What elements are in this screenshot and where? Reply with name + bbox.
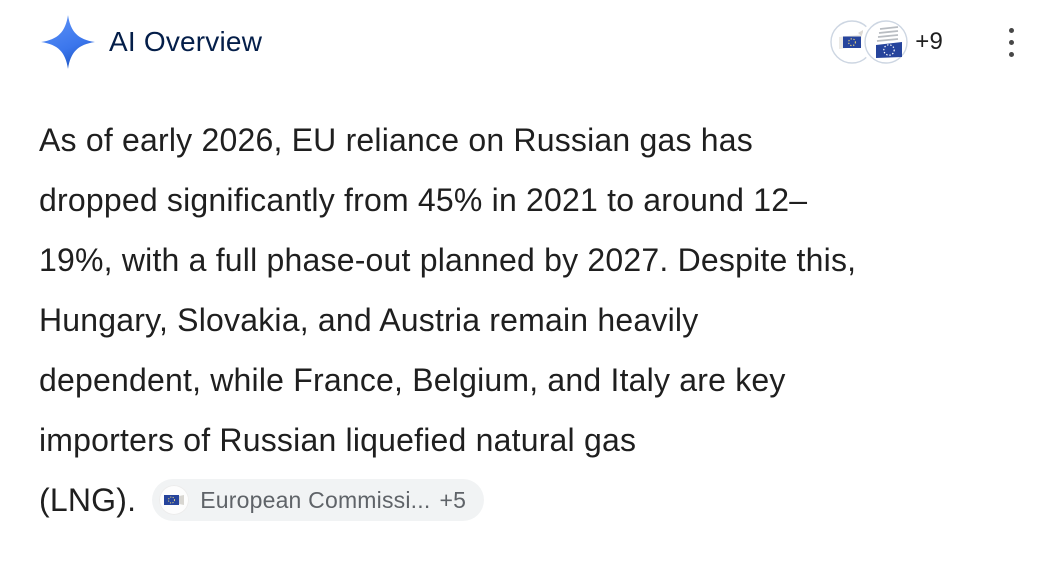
source-chip[interactable]: European Commissi... +5 bbox=[152, 479, 485, 521]
answer-line: dependent, while France, Belgium, and It… bbox=[39, 362, 786, 398]
kebab-dot bbox=[1008, 51, 1014, 57]
page-title: AI Overview bbox=[109, 26, 263, 57]
source-chip-overflow-count: +5 bbox=[439, 486, 467, 513]
ai-overview-header: AI Overview bbox=[40, 14, 1029, 70]
more-options-button[interactable] bbox=[993, 18, 1029, 66]
ai-sparkle-icon bbox=[41, 15, 95, 69]
sources-overflow-count[interactable]: +9 bbox=[915, 28, 943, 55]
kebab-dot bbox=[1008, 39, 1014, 45]
eu-flag-favicon bbox=[159, 485, 190, 515]
answer-line: dropped significantly from 45% in 2021 t… bbox=[39, 182, 808, 218]
answer-last-line: (LNG). European Commissi... +5 bbox=[39, 470, 1037, 530]
answer-line: importers of Russian liquefied natural g… bbox=[39, 422, 637, 458]
answer-line: 19%, with a full phase-out planned by 20… bbox=[39, 242, 857, 278]
ai-overview-answer: As of early 2026, EU reliance on Russian… bbox=[39, 110, 1037, 530]
eu-document-favicon bbox=[864, 20, 909, 64]
answer-line: As of early 2026, EU reliance on Russian… bbox=[39, 122, 753, 158]
answer-line: Hungary, Slovakia, and Austria remain he… bbox=[39, 302, 699, 338]
source-chip-label: European Commissi... bbox=[200, 486, 431, 513]
answer-line: (LNG). bbox=[39, 482, 137, 518]
source-avatars-button[interactable] bbox=[830, 20, 909, 64]
kebab-dot bbox=[1008, 27, 1014, 33]
